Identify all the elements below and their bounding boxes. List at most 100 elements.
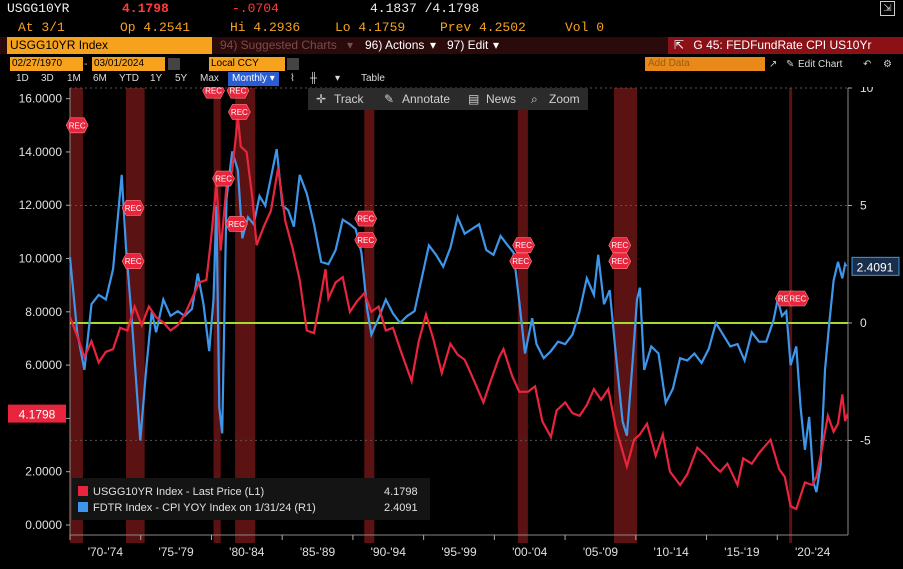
track-icon[interactable]: ✛	[316, 92, 327, 106]
x-tick-label: '10-'14	[654, 545, 690, 559]
chart-type-dropdown-icon[interactable]: ▾	[335, 73, 341, 84]
legend-value-usgg10yr: 4.1798	[384, 486, 418, 498]
recession-marker: REC	[509, 253, 533, 270]
security-field[interactable]: USGG10YR Index	[7, 37, 212, 54]
recession-marker-label: REC	[512, 257, 529, 266]
x-tick-label: '15-'19	[724, 545, 760, 559]
actions-menu[interactable]: 96) Actions	[365, 38, 425, 52]
annotate-icon[interactable]: ✎	[384, 92, 395, 106]
candlestick-icon[interactable]: ╫	[310, 73, 318, 84]
start-date-field[interactable]: 02/27/1970	[10, 57, 83, 71]
external-link-icon[interactable]: ⇱	[674, 38, 685, 52]
recession-marker: REC	[121, 200, 145, 216]
share-icon[interactable]: ↗	[769, 59, 778, 70]
right-tick-label: 0	[860, 316, 867, 330]
recession-marker-badge	[786, 290, 810, 307]
net-change: -.0704	[232, 1, 279, 16]
recession-marker: REC	[608, 253, 632, 270]
quote-line-2: At 3/1 Op 4.2541 Hi 4.2936 Lo 4.1759 Pre…	[0, 18, 903, 37]
settings-icon[interactable]: ⚙	[883, 59, 892, 70]
high-price: Hi 4.2936	[230, 20, 301, 35]
prev-close: Prev 4.2502	[440, 20, 526, 35]
recession-marker-badge	[354, 232, 378, 248]
recession-marker: REC	[212, 170, 235, 187]
left-tick-label: 14.0000	[19, 145, 63, 159]
x-tick-label: '70-'74	[88, 545, 124, 559]
x-tick-label: '75-'79	[158, 545, 194, 559]
recession-marker-badge	[354, 210, 378, 227]
open-price: Op 4.2541	[120, 20, 191, 35]
actions-dropdown-icon: ▾	[430, 38, 437, 52]
x-tick-label: '85-'89	[300, 545, 336, 559]
period-5y[interactable]: 5Y	[175, 73, 188, 84]
edit-chart-button[interactable]: Edit Chart	[798, 59, 843, 70]
track-button[interactable]: Track	[334, 92, 364, 106]
left-last-value-bg	[8, 404, 66, 423]
calendar-icon[interactable]	[168, 58, 180, 70]
left-tick-label: 0.0000	[25, 518, 62, 532]
chart-svg[interactable]: 0.00002.00004.00006.00008.000010.000012.…	[0, 87, 903, 569]
currency-dropdown-icon[interactable]	[287, 58, 299, 70]
right-tick-label: 10	[860, 87, 874, 95]
annotate-button[interactable]: Annotate	[402, 92, 451, 106]
period-1m[interactable]: 1M	[67, 73, 81, 84]
grid-lines	[70, 87, 848, 441]
chart-title-bar: ⇱ G 45: FEDFundRate CPI US10Yr	[668, 37, 903, 54]
recession-marker-badge	[65, 117, 89, 134]
recession-marker: REC	[512, 237, 535, 254]
legend-value-fdtr: 2.4091	[384, 502, 418, 514]
period-3d[interactable]: 3D	[41, 73, 54, 84]
right-last-value: 2.4091	[857, 260, 894, 274]
period-max[interactable]: Max	[200, 73, 219, 84]
date-separator: -	[84, 59, 88, 70]
add-data-field[interactable]: Add Data	[645, 57, 765, 71]
chart-area[interactable]: 0.00002.00004.00006.00008.000010.000012.…	[0, 87, 903, 569]
legend-item-fdtr[interactable]: FDTR Index - CPI YOY Index on 1/31/24 (R…	[78, 501, 316, 516]
news-icon[interactable]: ▤	[468, 92, 480, 106]
recession-marker-badge	[121, 200, 145, 216]
left-tick-label: 8.0000	[25, 305, 62, 319]
recession-marker-badge	[608, 253, 632, 270]
recession-marker-label: REC	[611, 257, 628, 266]
left-tick-label: 6.0000	[25, 358, 62, 372]
suggested-dropdown-icon: ▾	[347, 38, 354, 52]
chart-legend: USGG10YR Index - Last Price (L1) 4.1798 …	[72, 478, 430, 520]
left-tick-label: 12.0000	[19, 198, 63, 212]
period-1y[interactable]: 1Y	[150, 73, 163, 84]
right-last-value-bg	[851, 256, 900, 276]
table-button[interactable]: Table	[361, 73, 385, 84]
recession-marker-badge	[509, 253, 533, 270]
popout-icon[interactable]: ⇲	[880, 1, 895, 16]
zoom-button[interactable]: Zoom	[549, 92, 580, 106]
legend-item-usgg10yr[interactable]: USGG10YR Index - Last Price (L1)	[78, 485, 264, 500]
edit-chart-icon[interactable]: ✎	[786, 59, 795, 70]
x-tick-label: '05-'09	[583, 545, 619, 559]
line-chart-icon[interactable]: ⌇	[290, 73, 295, 84]
recession-marker-label: REC	[515, 241, 532, 250]
zoom-icon[interactable]: ⌕	[531, 92, 538, 106]
legend-swatch-fdtr	[78, 502, 88, 512]
recession-marker-label: REC	[228, 220, 245, 229]
currency-field[interactable]: Local CCY	[209, 57, 285, 71]
recession-marker: REC	[121, 253, 145, 270]
axes: 0.00002.00004.00006.00008.000010.000012.…	[19, 87, 874, 559]
edit-menu[interactable]: 97) Edit	[447, 38, 489, 52]
recession-marker-badge	[225, 216, 248, 232]
last-value-labels: 4.1798 2.4091	[8, 256, 900, 423]
series-fdtr-cpi-line	[68, 148, 848, 493]
recession-marker: REC	[354, 210, 378, 227]
end-date-field[interactable]: 03/01/2024	[92, 57, 165, 71]
period-6m[interactable]: 6M	[93, 73, 107, 84]
period-ytd[interactable]: YTD	[119, 73, 139, 84]
left-tick-label: 16.0000	[19, 92, 63, 106]
news-button[interactable]: News	[486, 92, 517, 106]
left-last-value: 4.1798	[19, 408, 56, 422]
recession-marker-label: REC	[231, 108, 248, 117]
recession-marker-badge	[212, 170, 235, 187]
recession-marker-badge	[202, 87, 225, 99]
recession-marker: REC	[228, 104, 251, 120]
undo-icon[interactable]: ↶	[863, 59, 872, 70]
period-1d[interactable]: 1D	[16, 73, 29, 84]
frequency-select[interactable]: Monthly ▾	[228, 72, 279, 86]
suggested-charts-menu[interactable]: 94) Suggested Charts	[220, 38, 337, 52]
